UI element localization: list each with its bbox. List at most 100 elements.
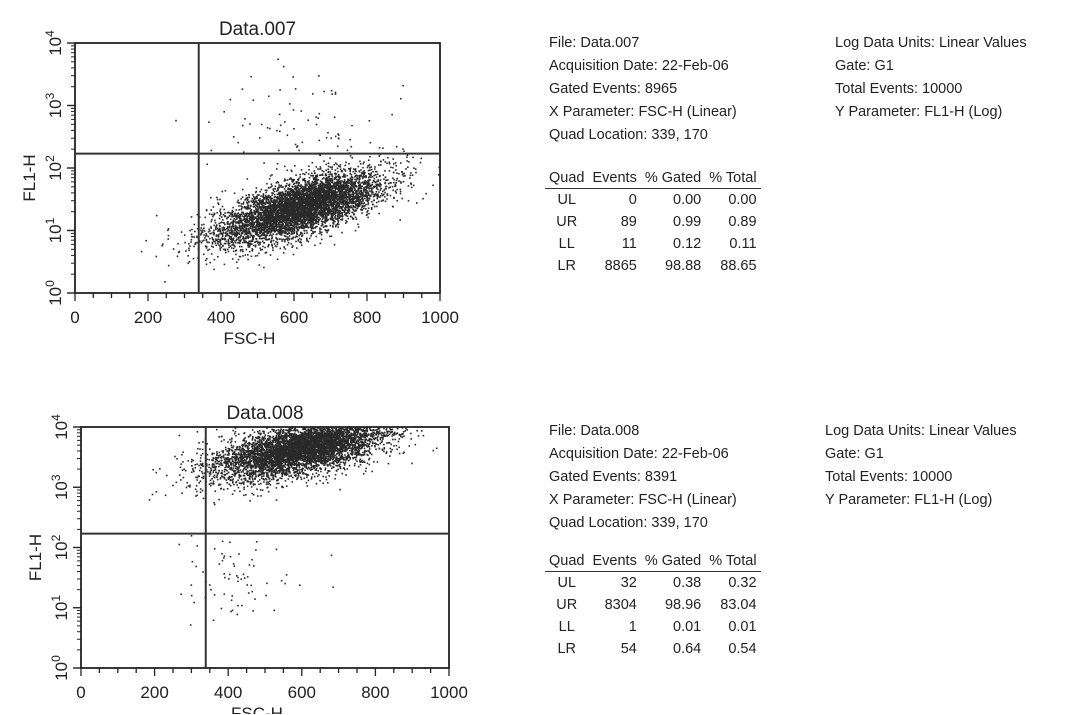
data-point — [249, 236, 251, 238]
data-point — [306, 214, 308, 217]
data-point — [297, 215, 299, 217]
data-point — [266, 201, 268, 204]
data-point — [337, 216, 339, 218]
data-point — [269, 234, 272, 236]
data-point — [219, 208, 222, 211]
data-point — [309, 184, 311, 187]
data-point — [370, 176, 372, 179]
data-point — [219, 242, 222, 245]
data-point — [377, 180, 380, 182]
data-point — [224, 242, 227, 245]
data-point — [188, 261, 191, 263]
data-point — [295, 181, 298, 183]
data-point — [409, 174, 412, 177]
data-point — [401, 171, 403, 173]
data-point — [194, 243, 196, 245]
data-point — [354, 172, 356, 175]
data-point — [275, 208, 278, 211]
data-point — [291, 213, 293, 215]
data-point — [256, 222, 259, 225]
data-point — [278, 195, 281, 198]
data-point — [268, 178, 271, 180]
data-point — [247, 213, 250, 215]
data-point — [331, 199, 333, 202]
data-point — [303, 218, 306, 220]
data-point — [264, 234, 266, 237]
data-point — [277, 206, 280, 209]
data-point — [238, 232, 240, 234]
data-point — [232, 238, 234, 241]
data-point — [271, 185, 273, 187]
data-point — [245, 208, 248, 210]
data-point — [341, 214, 344, 217]
data-point — [190, 216, 193, 218]
data-point — [351, 185, 354, 187]
data-point — [230, 235, 232, 238]
data-point — [296, 247, 298, 249]
data-point — [320, 186, 323, 188]
data-point — [240, 208, 243, 211]
data-point — [345, 213, 347, 216]
data-point — [288, 235, 291, 237]
data-point — [363, 187, 365, 189]
data-point — [263, 214, 266, 216]
data-point — [219, 249, 222, 251]
data-point — [344, 197, 347, 199]
data-point — [194, 242, 197, 244]
data-point — [353, 187, 356, 190]
data-point — [319, 189, 321, 192]
data-point — [205, 239, 208, 242]
data-point — [370, 190, 373, 192]
data-point — [336, 215, 339, 217]
data-point — [346, 174, 349, 177]
data-point — [297, 223, 299, 225]
data-point — [350, 205, 352, 207]
data-point — [274, 201, 276, 203]
data-point — [270, 225, 273, 227]
data-point — [200, 241, 203, 244]
data-point — [284, 179, 287, 182]
data-point — [399, 181, 402, 183]
data-point — [315, 178, 318, 180]
data-point — [326, 210, 329, 213]
data-point — [352, 196, 355, 198]
data-point — [278, 203, 280, 206]
data-point — [322, 223, 324, 226]
data-point — [331, 173, 333, 175]
data-point — [232, 206, 234, 209]
data-point — [221, 229, 224, 231]
data-point — [332, 220, 335, 222]
data-point — [248, 207, 250, 209]
data-point — [349, 169, 351, 171]
data-point — [288, 194, 291, 197]
data-point — [282, 193, 284, 195]
data-point — [242, 250, 244, 253]
data-point — [395, 192, 397, 194]
data-point — [307, 225, 309, 228]
data-point — [288, 238, 291, 241]
data-point — [281, 199, 283, 202]
data-point — [371, 189, 373, 191]
data-point — [336, 181, 338, 183]
data-point — [257, 229, 260, 232]
data-point — [265, 218, 268, 221]
data-point — [244, 220, 247, 222]
data-point — [257, 235, 260, 237]
data-point — [268, 205, 270, 207]
data-point — [176, 255, 179, 258]
data-point — [189, 229, 191, 232]
data-point — [294, 198, 297, 201]
data-point — [283, 246, 285, 249]
data-point — [333, 187, 335, 189]
data-point — [291, 192, 294, 195]
data-point — [231, 240, 233, 243]
data-point — [310, 184, 313, 187]
data-point — [196, 213, 199, 216]
data-point — [256, 215, 258, 218]
data-point — [350, 202, 352, 204]
data-point — [317, 188, 319, 191]
data-point — [215, 225, 218, 227]
data-point — [243, 206, 246, 208]
data-point — [246, 220, 248, 222]
data-point — [283, 225, 286, 227]
